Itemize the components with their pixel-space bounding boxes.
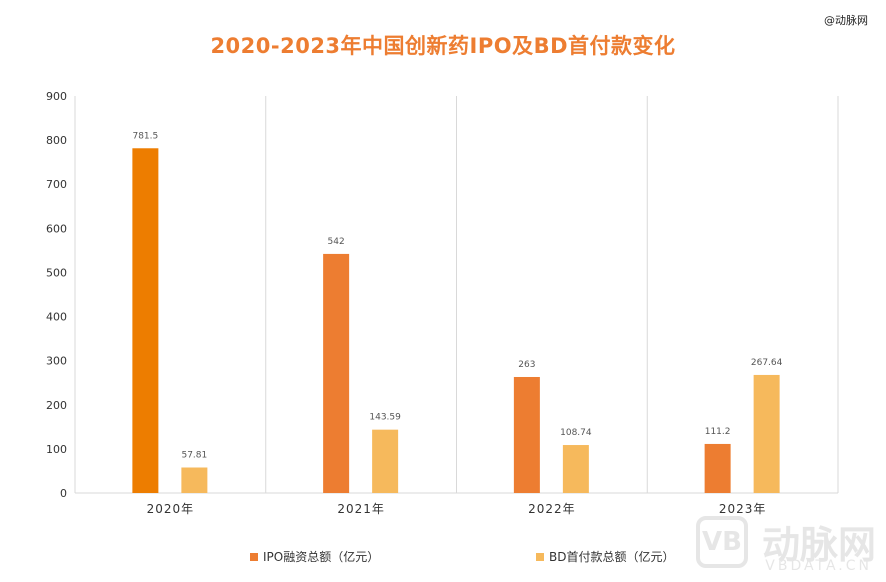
chart-title: 2020-2023年中国创新药IPO及BD首付款变化 [210, 34, 676, 58]
data-label-series0-2: 263 [518, 360, 535, 370]
x-tick-label-1: 2021年 [337, 502, 385, 516]
bar-series0-1 [323, 253, 350, 493]
bar-series0-2 [513, 376, 540, 493]
y-tick-label-100: 100 [46, 443, 67, 456]
y-tick-label-700: 700 [46, 178, 67, 191]
legend-swatch-bd [536, 553, 544, 561]
data-label-series0-0: 781.5 [132, 131, 158, 141]
data-label-series1-2: 108.74 [560, 428, 592, 438]
bar-series1-2 [562, 445, 589, 493]
data-label-series0-3: 111.2 [705, 427, 731, 437]
bar-series1-3 [753, 374, 780, 493]
bar-series1-1 [372, 429, 399, 493]
legend-item-ipo: IPO融资总额（亿元） [250, 548, 379, 565]
y-tick-label-500: 500 [46, 266, 67, 279]
bar-series0-3 [704, 443, 731, 493]
legend-item-bd: BD首付款总额（亿元） [536, 548, 674, 565]
x-tick-label-3: 2023年 [719, 502, 767, 516]
y-tick-label-200: 200 [46, 399, 67, 412]
watermark-text: @动脉网 [824, 14, 868, 27]
data-label-series1-1: 143.59 [369, 413, 401, 423]
y-tick-label-600: 600 [46, 222, 67, 235]
vbdata-logo-watermark: VB 动脉网 VBDATA.CN [696, 514, 876, 576]
y-tick-label-900: 900 [46, 90, 67, 103]
bar-series1-0 [181, 467, 208, 493]
x-tick-label-2: 2022年 [528, 502, 576, 516]
bar-series0-0 [132, 148, 159, 493]
data-label-series0-1: 542 [328, 237, 345, 247]
legend-label-bd: BD首付款总额（亿元） [549, 550, 675, 564]
data-label-series1-0: 57.81 [181, 450, 207, 460]
y-tick-label-300: 300 [46, 355, 67, 368]
y-tick-label-400: 400 [46, 311, 67, 324]
legend-label-ipo: IPO融资总额（亿元） [263, 550, 380, 564]
vb-logo-mark: VB [696, 516, 748, 568]
data-label-series1-3: 267.64 [751, 358, 783, 368]
logo-sub: VBDATA.CN [765, 558, 872, 574]
y-tick-label-0: 0 [60, 487, 67, 500]
y-tick-label-800: 800 [46, 134, 67, 147]
logo-name: 动脉网 [761, 523, 876, 567]
x-tick-label-0: 2020年 [147, 502, 195, 516]
legend-swatch-ipo [250, 553, 258, 561]
